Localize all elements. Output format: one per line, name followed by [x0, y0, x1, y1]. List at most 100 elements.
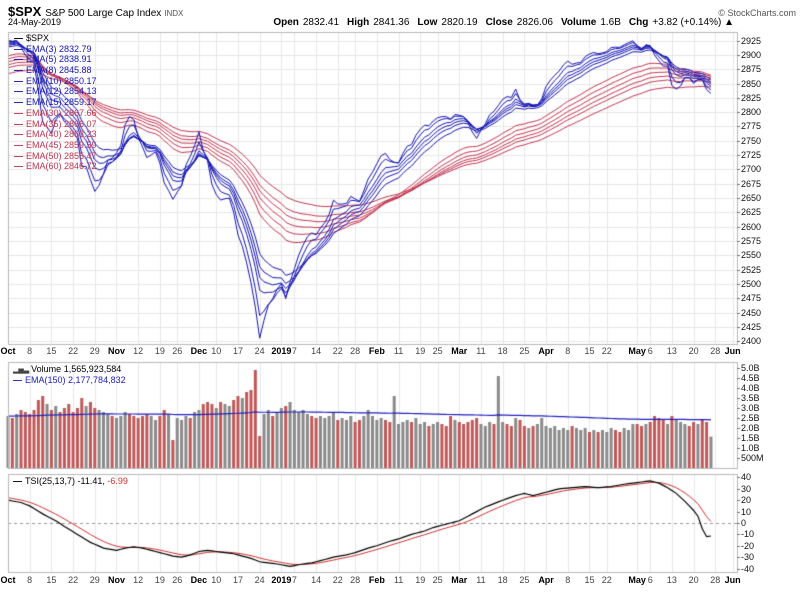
tsi-value: -11.41, [77, 476, 105, 486]
legend-symbol-row: — $SPX [14, 33, 97, 44]
x-tick-label: 20 [688, 575, 699, 585]
quote-value: +3.82 (+0.14%) ▲ [652, 17, 734, 28]
legend-ema-text: EMA(60) 2846.72 [26, 161, 97, 172]
legend-ema-text: EMA(15) 2859.17 [26, 97, 97, 108]
x-tick-label: 11 [393, 346, 404, 356]
x-tick-label: 25 [519, 575, 530, 585]
x-tick-label: 19 [415, 575, 426, 585]
chart-date: 24-May-2019 [8, 17, 62, 27]
x-tick-label: 14 [311, 346, 322, 356]
quote-value: 2841.36 [373, 17, 410, 28]
legend-ema-row: — EMA(40) 2863.23 [14, 129, 97, 140]
legend-line-swatch: — [14, 65, 23, 76]
legend-symbol-label: $SPX [26, 33, 50, 43]
symbol-name: S&P 500 Large Cap Index [45, 8, 162, 19]
quote-value: 1.6B [600, 17, 621, 28]
legend-line-swatch: — [14, 139, 23, 150]
volume-bars-icon: ▂▅▃ [13, 367, 30, 374]
x-tick-label: 14 [311, 575, 322, 585]
legend-ema-text: EMA(3) 2832.79 [26, 43, 92, 54]
x-tick-label: May [628, 575, 646, 585]
legend-ema-row: — EMA(30) 2867.66 [14, 108, 97, 119]
volume-value: 1,565,923,584 [63, 364, 122, 374]
x-tick-label: Feb [368, 575, 385, 585]
tsi-signal-value: -6.99 [107, 476, 128, 486]
legend-line-swatch: — [14, 150, 23, 161]
x-tick-label: 19 [415, 346, 426, 356]
legend-line-swatch: — [14, 54, 23, 65]
x-tick-label: 24 [254, 346, 265, 356]
x-tick-label: 29 [89, 575, 100, 585]
chart-subheader: 24-May-2019 Open 2832.41 High 2841.36 Low 282… [8, 17, 738, 28]
x-tick-label: 8 [27, 575, 33, 585]
legend-ema-text: EMA(45) 2859.59 [26, 139, 97, 150]
x-tick-label: Oct [0, 575, 16, 585]
legend-ema-row: — EMA(50) 2855.47 [14, 151, 97, 162]
x-tick-label: 12 [133, 575, 144, 585]
x-tick-label: 22 [68, 575, 79, 585]
x-tick-label: Feb [368, 346, 385, 356]
legend-ema-row: — EMA(3) 2832.79 [14, 44, 97, 55]
x-tick-label: 28 [710, 346, 721, 356]
x-tick-label: 17 [232, 346, 243, 356]
quote-value: 2832.41 [302, 17, 340, 28]
x-axis-labels-main: Oct 8 15 22 29 Nov 12 19 26 Dec 10 17 24 2019 7 14 22 28 F… [0, 346, 800, 358]
legend-ema-row: — EMA(15) 2859.17 [14, 97, 97, 108]
x-tick-label: 15 [46, 346, 57, 356]
quote-value: 2826.06 [516, 17, 553, 28]
x-tick-label: Dec [190, 346, 208, 356]
x-tick-label: 22 [332, 346, 343, 356]
x-tick-label: Apr [538, 575, 554, 585]
legend-ema-row: — EMA(10) 2850.17 [14, 76, 97, 87]
x-tick-label: Apr [538, 346, 554, 356]
price-line-swatch: — [14, 33, 23, 43]
legend-line-swatch: — [14, 107, 23, 118]
x-tick-label: 20 [688, 346, 699, 356]
legend-line-swatch: — [13, 476, 22, 486]
legend-ema-text: EMA(50) 2855.47 [26, 150, 97, 161]
quote-summary: Open 2832.41 High 2841.36 Low 2820.19 Close 282… [273, 17, 738, 28]
legend-line-swatch: — [14, 161, 23, 172]
legend-line-swatch: — [14, 129, 23, 140]
volume-ema-value: 2,177,784,832 [68, 374, 126, 385]
legend-ema-text: EMA(8) 2845.88 [26, 65, 92, 76]
volume-legend-row: ▂▅▃ Volume 1,565,923,584 [13, 364, 126, 375]
legend-ema-text: EMA(12) 2854.13 [26, 86, 97, 97]
legend-ema-text: EMA(30) 2867.66 [26, 107, 97, 118]
legend-ema-text: EMA(5) 2838.91 [26, 54, 92, 65]
quote-label: Volume [560, 17, 597, 28]
x-tick-label: 24 [254, 575, 265, 585]
x-tick-label: 22 [601, 575, 612, 585]
x-tick-label: 2019 [271, 346, 292, 356]
quote-label: Chg [628, 17, 649, 28]
legend-line-swatch: — [13, 374, 22, 385]
x-tick-label: 28 [350, 346, 361, 356]
x-tick-label: 25 [432, 575, 443, 585]
quote-label: Close [485, 17, 513, 28]
x-tick-label: Oct [0, 346, 16, 356]
quote-label: Low [417, 17, 438, 28]
x-tick-label: 18 [497, 346, 508, 356]
x-tick-label: 25 [519, 346, 530, 356]
legend-ema-row: — EMA(5) 2838.91 [14, 54, 97, 65]
x-tick-label: Nov [107, 575, 125, 585]
legend-line-swatch: — [14, 86, 23, 97]
x-tick-label: May [628, 346, 646, 356]
x-tick-label: 7 [291, 575, 297, 585]
x-tick-label: 26 [172, 575, 183, 585]
x-tick-label: 6 [647, 575, 653, 585]
x-tick-label: 11 [476, 575, 486, 585]
tsi-legend: — TSI(25,13,7) -11.41, -6.99 [13, 476, 128, 487]
x-tick-label: 15 [584, 575, 595, 585]
legend-line-swatch: — [14, 97, 23, 108]
legend-ema-row: — EMA(35) 2866.07 [14, 119, 97, 130]
legend-ema-row: — EMA(60) 2846.72 [14, 161, 97, 172]
quote-label: High [347, 17, 370, 28]
chart-header: $SPX S&P 500 Large Cap Index INDX © StockC… [8, 3, 796, 21]
x-tick-label: Dec [190, 575, 208, 585]
x-tick-label: 26 [172, 346, 183, 356]
stockcharts-attribution: © StockCharts.com [718, 8, 796, 18]
volume-ema-legend-row: — EMA(150) 2,177,784,832 [13, 375, 126, 386]
x-tick-label: 11 [393, 575, 404, 585]
